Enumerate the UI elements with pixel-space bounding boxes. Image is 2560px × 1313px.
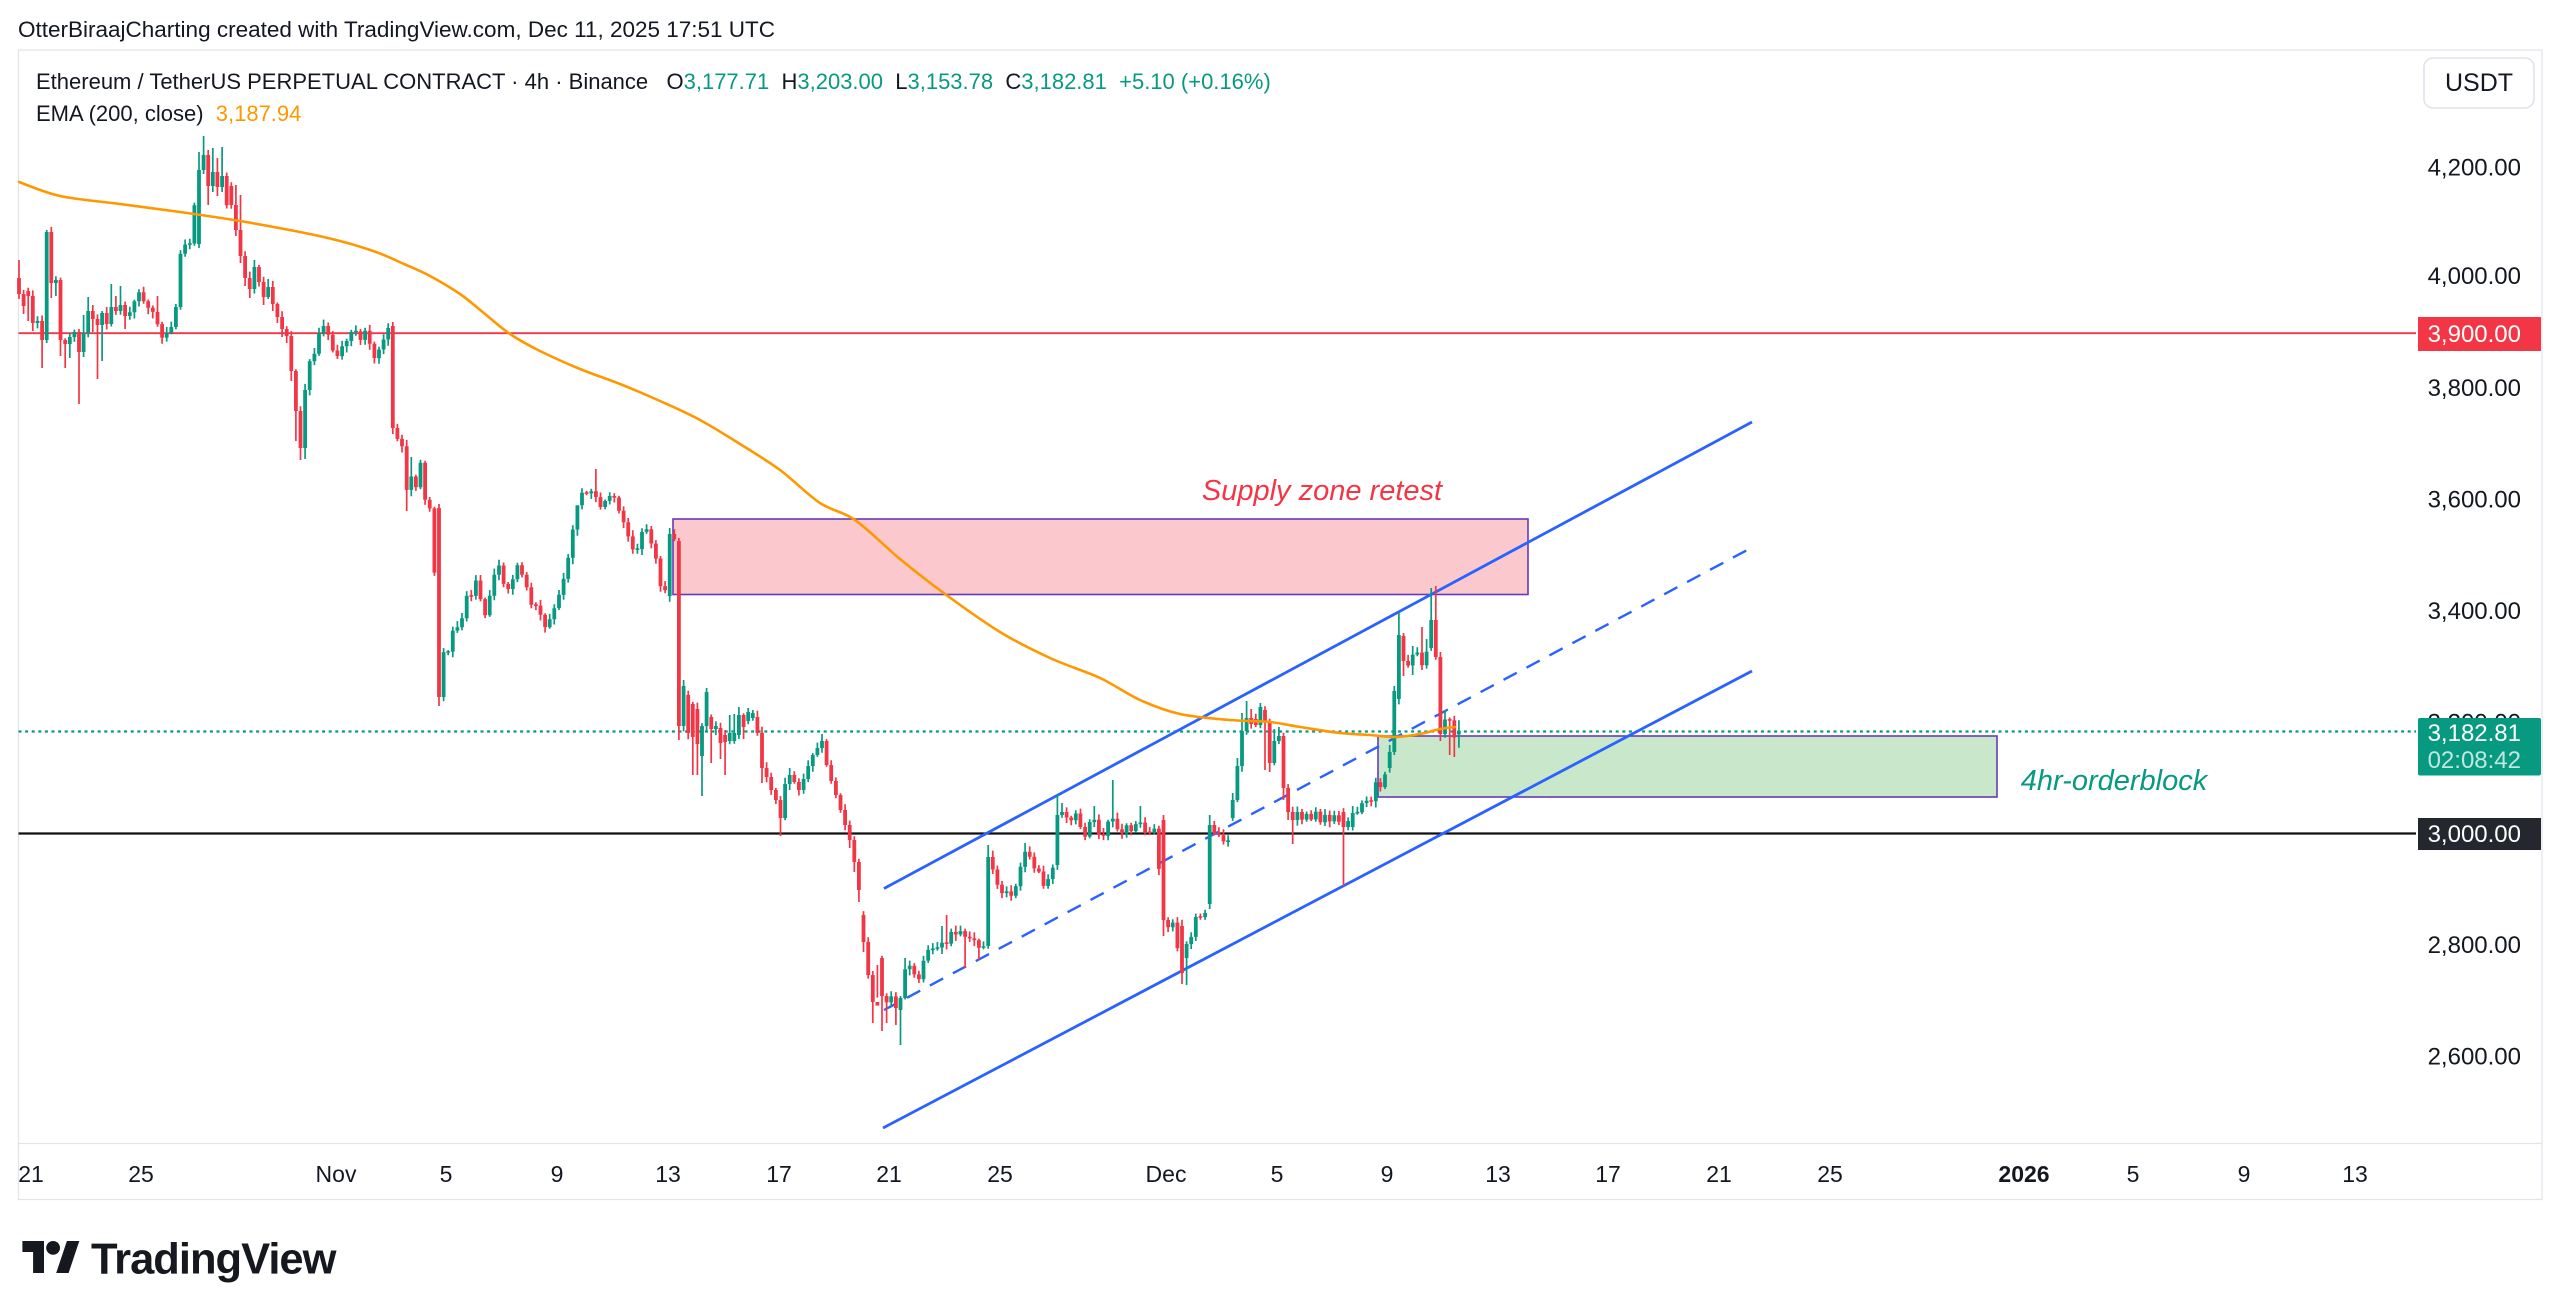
svg-text:02:08:42: 02:08:42 xyxy=(2428,747,2521,774)
svg-text:25: 25 xyxy=(1817,1161,1843,1187)
svg-text:2026: 2026 xyxy=(1998,1161,2049,1187)
svg-text:4hr-orderblock: 4hr-orderblock xyxy=(2021,765,2209,797)
svg-text:USDT: USDT xyxy=(2445,69,2513,97)
svg-text:25: 25 xyxy=(128,1161,154,1187)
svg-text:5: 5 xyxy=(2127,1161,2140,1187)
svg-text:3,800.00: 3,800.00 xyxy=(2428,375,2521,402)
svg-text:2,600.00: 2,600.00 xyxy=(2428,1044,2521,1071)
svg-text:5: 5 xyxy=(1271,1161,1284,1187)
svg-text:9: 9 xyxy=(2238,1161,2251,1187)
svg-text:Dec: Dec xyxy=(1146,1161,1187,1187)
svg-text:3,400.00: 3,400.00 xyxy=(2428,598,2521,625)
svg-text:EMA (200, close) 3,187.94: EMA (200, close) 3,187.94 xyxy=(36,101,301,126)
svg-text:17: 17 xyxy=(766,1161,792,1187)
svg-text:25: 25 xyxy=(987,1161,1013,1187)
svg-text:4,200.00: 4,200.00 xyxy=(2428,155,2521,182)
svg-text:21: 21 xyxy=(18,1161,44,1187)
svg-text:Ethereum / TetherUS PERPETUAL: Ethereum / TetherUS PERPETUAL CONTRACT ·… xyxy=(36,69,1271,94)
svg-text:3,000.00: 3,000.00 xyxy=(2428,821,2521,848)
svg-text:21: 21 xyxy=(1706,1161,1732,1187)
svg-text:2,800.00: 2,800.00 xyxy=(2428,932,2521,959)
svg-text:9: 9 xyxy=(1381,1161,1394,1187)
svg-text:Supply zone retest: Supply zone retest xyxy=(1202,475,1444,507)
svg-text:5: 5 xyxy=(440,1161,453,1187)
svg-text:TradingView: TradingView xyxy=(91,1236,337,1284)
svg-text:3,600.00: 3,600.00 xyxy=(2428,487,2521,514)
svg-text:21: 21 xyxy=(876,1161,902,1187)
svg-text:13: 13 xyxy=(2342,1161,2368,1187)
svg-text:3,900.00: 3,900.00 xyxy=(2428,321,2521,348)
svg-text:9: 9 xyxy=(551,1161,564,1187)
svg-text:Nov: Nov xyxy=(316,1161,357,1187)
svg-text:OtterBiraajCharting created wi: OtterBiraajCharting created with Trading… xyxy=(18,17,775,42)
svg-text:17: 17 xyxy=(1595,1161,1621,1187)
svg-text:13: 13 xyxy=(655,1161,681,1187)
svg-text:4,000.00: 4,000.00 xyxy=(2428,263,2521,290)
svg-text:3,182.81: 3,182.81 xyxy=(2428,720,2521,747)
svg-text:13: 13 xyxy=(1485,1161,1511,1187)
